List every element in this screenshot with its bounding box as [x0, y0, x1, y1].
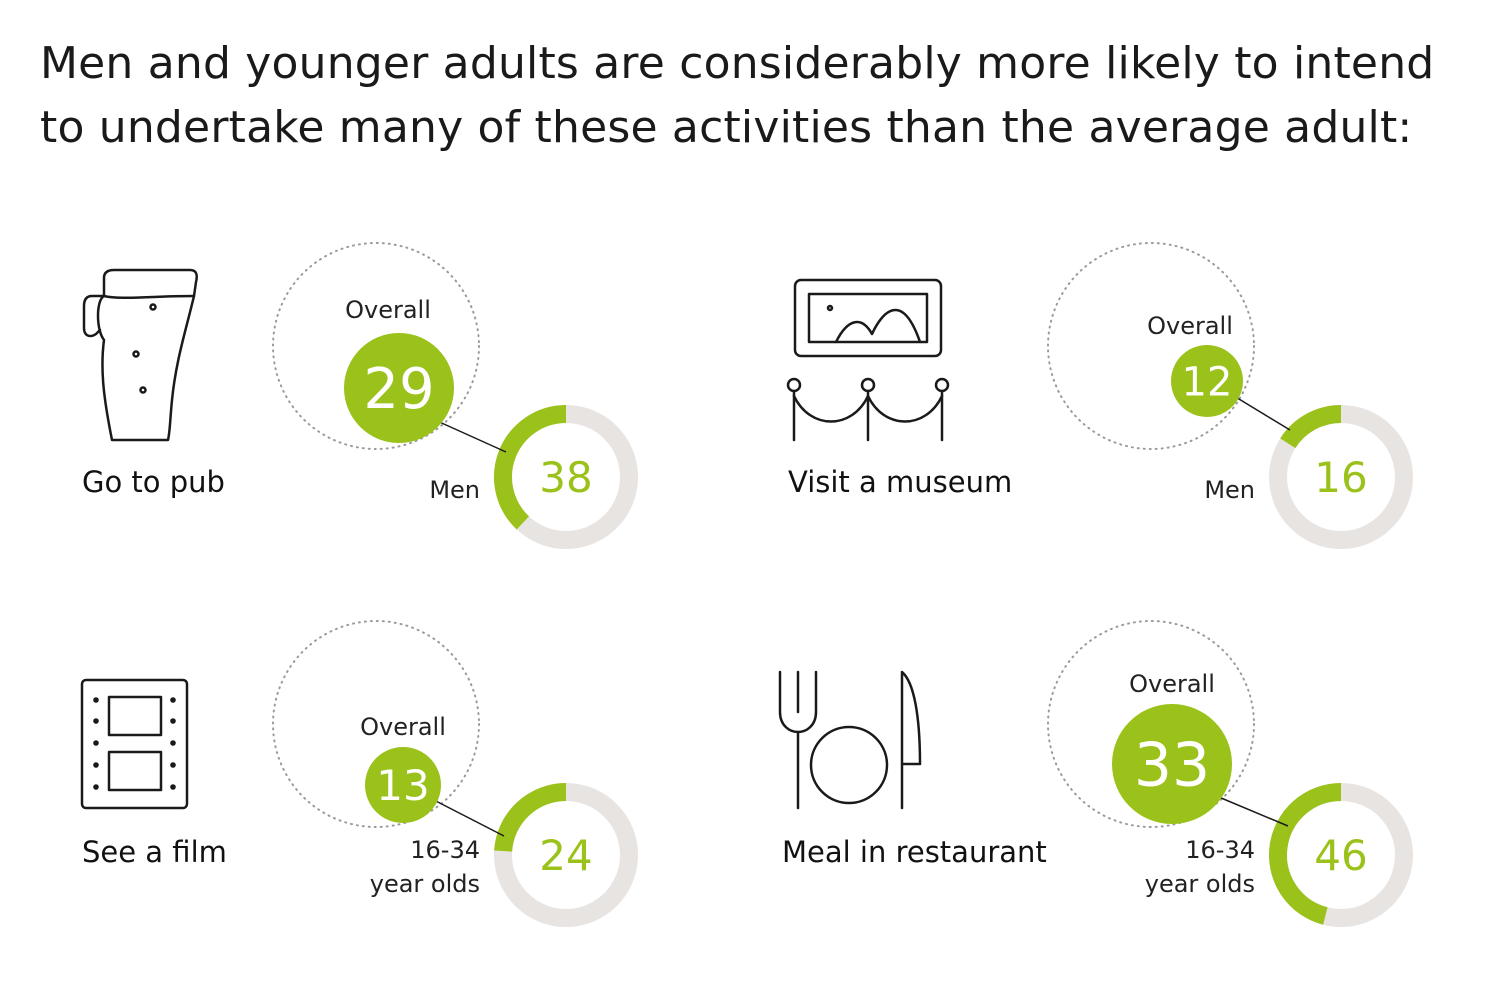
overall-bubble — [1112, 704, 1232, 824]
activity-label: See a film — [82, 835, 227, 869]
group-label: year olds — [370, 870, 480, 898]
connector-line — [1233, 395, 1291, 431]
chart-1: Go to pub 38 29 Overall Men — [82, 242, 638, 549]
group-label: year olds — [1145, 870, 1255, 898]
overall-value: 13 — [376, 761, 429, 810]
chart-3: See a film 24 13 Overall 16-34 year olds — [82, 620, 638, 927]
overall-value: 33 — [1134, 731, 1210, 801]
chart-4: Meal in restaurant 46 33 Overall 16-34 year o… — [782, 620, 1413, 927]
activity-label: Go to pub — [82, 465, 225, 499]
headline-line-2: to undertake many of these activities th… — [40, 102, 1413, 153]
overall-dotted-circle — [1047, 620, 1255, 828]
overall-dotted-circle — [1047, 242, 1255, 450]
group-label: 16-34 — [1185, 836, 1255, 864]
group-value: 46 — [1314, 831, 1367, 880]
beer-glass-icon — [82, 268, 198, 442]
overall-bubble — [365, 747, 441, 823]
group-label: Men — [429, 476, 480, 504]
group-value: 24 — [539, 831, 592, 880]
overall-bubble — [1171, 345, 1243, 417]
overall-dotted-circle — [272, 242, 480, 450]
overall-value: 29 — [363, 357, 434, 422]
headline-line-1: Men and younger adults are considerably … — [40, 38, 1435, 89]
cutlery-plate-icon — [778, 670, 922, 810]
museum-painting-icon — [786, 278, 950, 442]
ring-value-arc — [1280, 405, 1342, 449]
connector-line — [429, 797, 505, 837]
overall-bubble — [344, 333, 454, 443]
ring-value-arc — [494, 783, 567, 852]
connector-line — [1213, 794, 1289, 827]
connector-line — [434, 419, 507, 453]
overall-label: Overall — [360, 713, 446, 741]
overall-dotted-circle — [272, 620, 480, 828]
activity-label: Visit a museum — [788, 465, 1012, 499]
overall-label: Overall — [1129, 670, 1215, 698]
headline: Men and younger adults are considerably … — [40, 32, 1460, 160]
group-label: Men — [1204, 476, 1255, 504]
overall-label: Overall — [1147, 312, 1233, 340]
ring-value-arc — [1269, 783, 1342, 925]
activity-label: Meal in restaurant — [782, 835, 1047, 869]
group-value: 16 — [1314, 453, 1367, 502]
ring-value-arc — [494, 405, 567, 530]
film-strip-icon — [80, 678, 189, 810]
group-label: 16-34 — [410, 836, 480, 864]
overall-value: 12 — [1182, 359, 1233, 405]
chart-2: Visit a museum 16 12 Overall Men — [788, 242, 1413, 549]
group-value: 38 — [539, 453, 592, 502]
overall-label: Overall — [345, 296, 431, 324]
